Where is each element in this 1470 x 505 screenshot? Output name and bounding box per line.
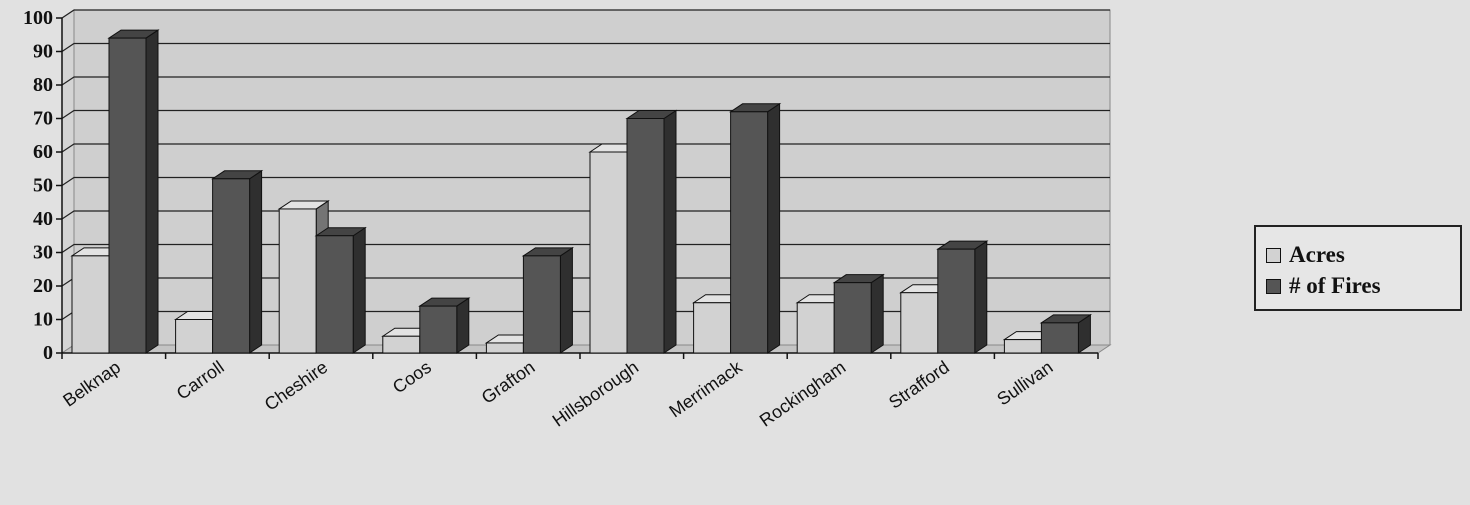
bar-side [767, 102, 781, 354]
bar-front [693, 302, 732, 354]
x-tick-label-carroll: Carroll [173, 357, 228, 404]
x-tick-label-merrimack: Merrimack [665, 356, 746, 421]
bar-fires-grafton [521, 246, 575, 354]
bar-fires-sullivan [1039, 313, 1093, 354]
bar-fires-carroll [210, 169, 264, 354]
y-tick-label: 100 [23, 7, 53, 29]
y-tick-label: 40 [33, 208, 53, 230]
bar-side [352, 226, 366, 354]
bar-front [419, 305, 458, 354]
bar-front [937, 248, 976, 354]
x-tick-label-coos: Coos [389, 357, 435, 397]
bar-front [1003, 339, 1042, 354]
legend-swatch-fires [1266, 278, 1281, 294]
bar-front [382, 335, 421, 354]
bar-side [559, 246, 573, 354]
bar-front [900, 292, 939, 354]
bar-fires-strafford [936, 240, 989, 354]
y-tick-label: 70 [33, 108, 53, 130]
bar-side [663, 109, 677, 354]
bar-side [456, 297, 470, 354]
bar-front [626, 118, 665, 354]
x-tick-label-sullivan: Sullivan [993, 357, 1056, 410]
y-tick-label: 0 [43, 342, 53, 364]
y-tick-label: 50 [33, 175, 53, 197]
bar-fires-belknap [107, 29, 160, 354]
bar-fires-coos [418, 297, 471, 354]
bar-front [589, 151, 628, 354]
legend-item-fires: # of Fires [1266, 273, 1381, 299]
bars [70, 29, 1093, 354]
x-tick-labels: Belknap Carroll Cheshire Coos Grafton Hillsbo… [59, 356, 1056, 430]
bar-front [485, 342, 524, 354]
y-tick-label: 90 [33, 41, 53, 63]
bar-front [833, 282, 872, 354]
bar-front [730, 111, 769, 354]
legend-label-fires: # of Fires [1289, 273, 1381, 298]
y-tick-label: 10 [33, 309, 53, 331]
y-tick-label: 30 [33, 242, 53, 264]
bar-front [212, 178, 251, 354]
bar-fires-hillsborough [625, 109, 678, 354]
legend-swatch-acres [1266, 247, 1281, 263]
x-tick-label-belknap: Belknap [59, 357, 124, 411]
legend-label-acres: Acres [1289, 242, 1345, 267]
grid-line [61, 9, 1110, 19]
grid-line [61, 42, 1110, 52]
bar-front [522, 255, 561, 354]
bar-side [249, 169, 263, 354]
x-tick-label-hillsborough: Hillsborough [549, 357, 642, 431]
bar-side [870, 273, 884, 354]
legend-item-acres: Acres [1266, 242, 1345, 268]
y-tick-label: 20 [33, 275, 53, 297]
bar-front [175, 319, 214, 354]
bar-fires-rockingham [832, 273, 885, 354]
x-tick-label-cheshire: Cheshire [261, 357, 331, 415]
x-tick-label-rockingham: Rockingham [756, 357, 849, 431]
bar-side [974, 240, 988, 354]
x-tick-label-strafford: Strafford [885, 357, 953, 413]
y-tick-labels: 0 10 20 30 40 50 60 70 80 90 100 [23, 7, 53, 364]
bar-fires-merrimack [728, 102, 782, 354]
x-tick-label-grafton: Grafton [478, 357, 539, 408]
grid-line [61, 76, 1110, 86]
bar-front [278, 208, 317, 354]
bar-fires-cheshire [314, 226, 367, 354]
y-tick-label: 80 [33, 74, 53, 96]
bar-front [796, 302, 835, 354]
bar-front [315, 235, 354, 354]
bar-front [108, 37, 147, 354]
bar-front [1040, 322, 1079, 354]
bar-side [145, 29, 159, 354]
legend: Acres # of Fires [1254, 225, 1462, 311]
y-tick-label: 60 [33, 141, 53, 163]
bar-front [71, 255, 110, 354]
